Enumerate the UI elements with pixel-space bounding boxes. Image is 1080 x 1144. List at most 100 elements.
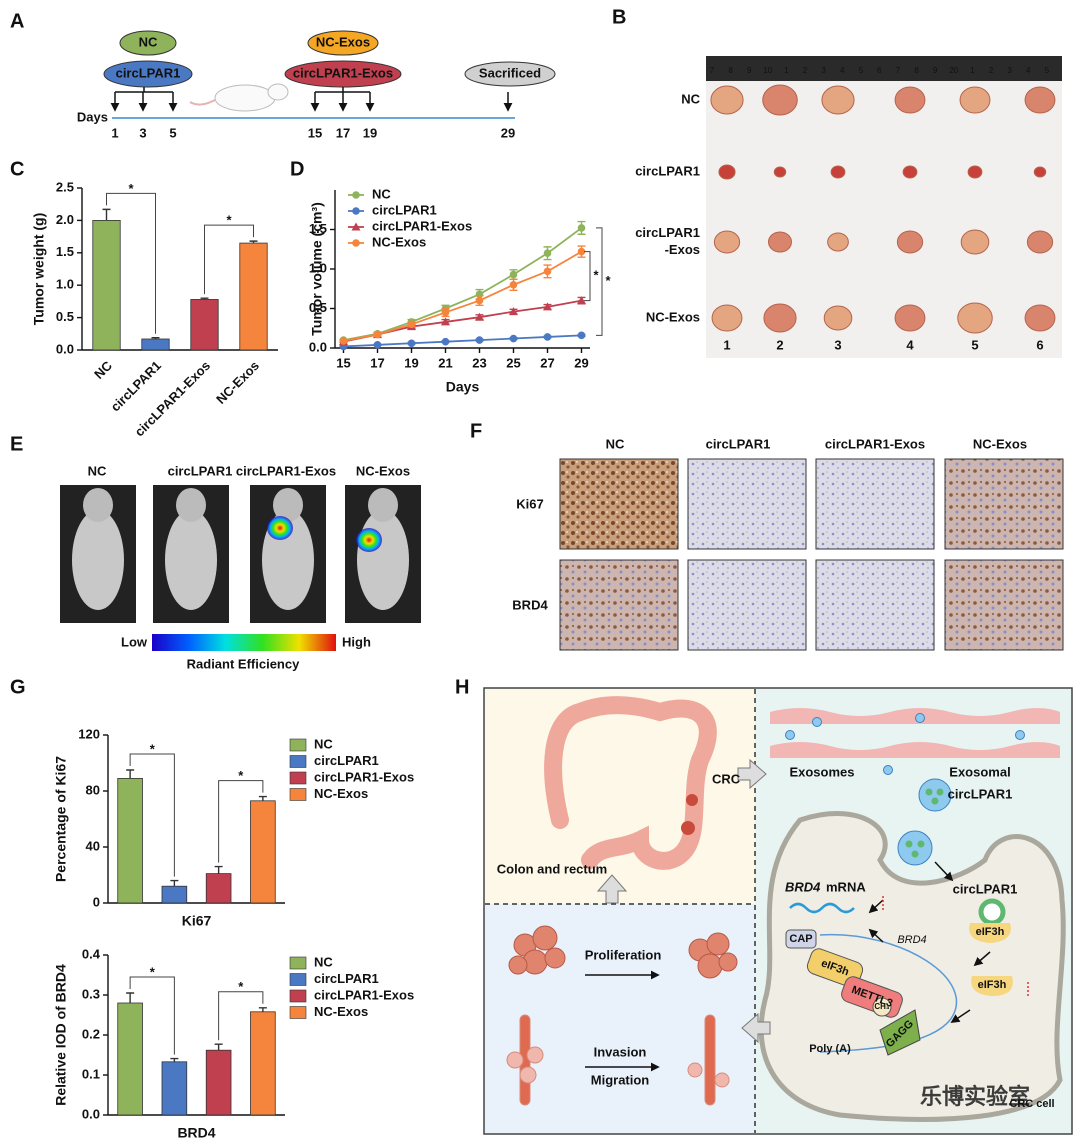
legend-label: NC-Exos xyxy=(314,1004,368,1019)
column-label: circLPAR1 xyxy=(706,436,771,451)
column-label: 5 xyxy=(971,337,978,352)
scale-label: Radiant Efficiency xyxy=(187,656,300,671)
y-tick-label: 1.5 xyxy=(309,221,327,236)
error-bar xyxy=(126,992,135,1003)
ruler-label: 9 xyxy=(747,66,752,75)
y-axis-label: Tumor volume (cm³) xyxy=(309,202,325,336)
bar xyxy=(141,338,170,351)
marker xyxy=(352,239,360,247)
y-tick-label: 0.5 xyxy=(56,309,74,324)
significance-bracket xyxy=(129,753,175,877)
y-tick-label: 0.5 xyxy=(309,300,327,315)
group-oval xyxy=(464,61,556,87)
error-bar xyxy=(258,795,267,801)
marker xyxy=(577,224,586,232)
ruler xyxy=(706,56,1062,81)
ruler-label: 3 xyxy=(821,66,826,75)
y-tick-label: 0.2 xyxy=(82,1026,100,1041)
bar xyxy=(190,299,219,351)
label: mRNA xyxy=(826,879,866,894)
marker xyxy=(339,337,348,345)
tumor xyxy=(1033,166,1047,178)
signal xyxy=(267,516,293,540)
label: CAP xyxy=(789,933,812,945)
label: CRC xyxy=(712,771,741,786)
x-axis-label: Days xyxy=(446,379,480,395)
significance-label: * xyxy=(150,741,156,756)
marker xyxy=(543,249,552,257)
tumor xyxy=(710,85,744,115)
x-tick-label: NC-Exos xyxy=(213,358,262,407)
y-tick-label: 1.0 xyxy=(309,260,327,275)
x-tick-label: 23 xyxy=(472,355,486,370)
row-label: NC xyxy=(681,91,700,106)
day-label: 17 xyxy=(336,125,350,140)
marker xyxy=(352,207,360,215)
significance-label: * xyxy=(238,979,244,994)
tumor xyxy=(768,231,792,253)
bar xyxy=(92,219,121,351)
mouse xyxy=(214,84,276,112)
legend-swatch xyxy=(289,771,307,785)
error-bar xyxy=(258,1007,267,1012)
marker xyxy=(475,312,484,321)
tumor xyxy=(894,304,926,332)
tumor xyxy=(711,304,743,332)
series-line xyxy=(343,334,582,348)
legend-swatch xyxy=(289,973,307,986)
row-label: -Exos xyxy=(665,242,700,257)
x-tick-label: 19 xyxy=(404,355,418,370)
legend-label: circLPAR1 xyxy=(314,971,379,986)
row-label: circLPAR1 xyxy=(635,163,700,178)
column-label: 2 xyxy=(776,337,783,352)
group-oval xyxy=(103,60,193,88)
ruler-label: 5 xyxy=(1045,66,1050,75)
ihc-image xyxy=(687,458,807,550)
legend-label: NC-Exos xyxy=(314,786,368,801)
row-label: circLPAR1 xyxy=(635,225,700,240)
marker xyxy=(475,296,484,305)
label: CRC cell xyxy=(1009,1098,1054,1110)
legend-label: circLPAR1 xyxy=(372,202,437,217)
significance-label: * xyxy=(226,213,232,228)
bar xyxy=(117,1002,143,1116)
marker xyxy=(475,336,484,344)
ihc-image xyxy=(944,559,1064,651)
legend-label: NC xyxy=(314,954,333,969)
scale-low: Low xyxy=(121,634,148,649)
ruler-label: 10 xyxy=(763,66,772,75)
ruler-label: 20 xyxy=(949,66,958,75)
column-label: circLPAR1-Exos xyxy=(825,436,925,451)
legend-swatch xyxy=(289,755,307,768)
mouse-body xyxy=(357,510,409,610)
ruler-label: 7 xyxy=(896,66,901,75)
ihc-image xyxy=(559,559,679,651)
marker xyxy=(441,308,450,317)
scale-high: High xyxy=(342,634,371,649)
error-bar xyxy=(170,879,179,887)
column-label: 4 xyxy=(906,337,914,352)
ihc-image xyxy=(687,559,807,651)
mouse xyxy=(267,83,289,101)
ihc-image xyxy=(559,458,679,550)
panel-label: E xyxy=(10,433,23,455)
tumor xyxy=(957,302,993,334)
tumor xyxy=(960,229,990,255)
bar xyxy=(250,1011,276,1116)
ruler-label: 3 xyxy=(1007,66,1012,75)
marker xyxy=(373,330,382,339)
marker xyxy=(352,191,360,199)
label: circLPAR1 xyxy=(948,786,1013,801)
mouse-body xyxy=(165,510,217,610)
y-tick-label: 2.5 xyxy=(56,179,74,194)
group-label: NC-Exos xyxy=(356,463,410,478)
legend-swatch xyxy=(289,738,307,752)
series-line xyxy=(343,250,582,342)
group-label: Sacrificed xyxy=(479,65,541,80)
group-label: circLPAR1-Exos xyxy=(293,65,393,80)
label: circLPAR1 xyxy=(953,881,1018,896)
tumor xyxy=(821,85,855,115)
ruler-label: 4 xyxy=(1026,66,1031,75)
tumor xyxy=(827,232,849,252)
group-label: circLPAR1 xyxy=(168,463,233,478)
